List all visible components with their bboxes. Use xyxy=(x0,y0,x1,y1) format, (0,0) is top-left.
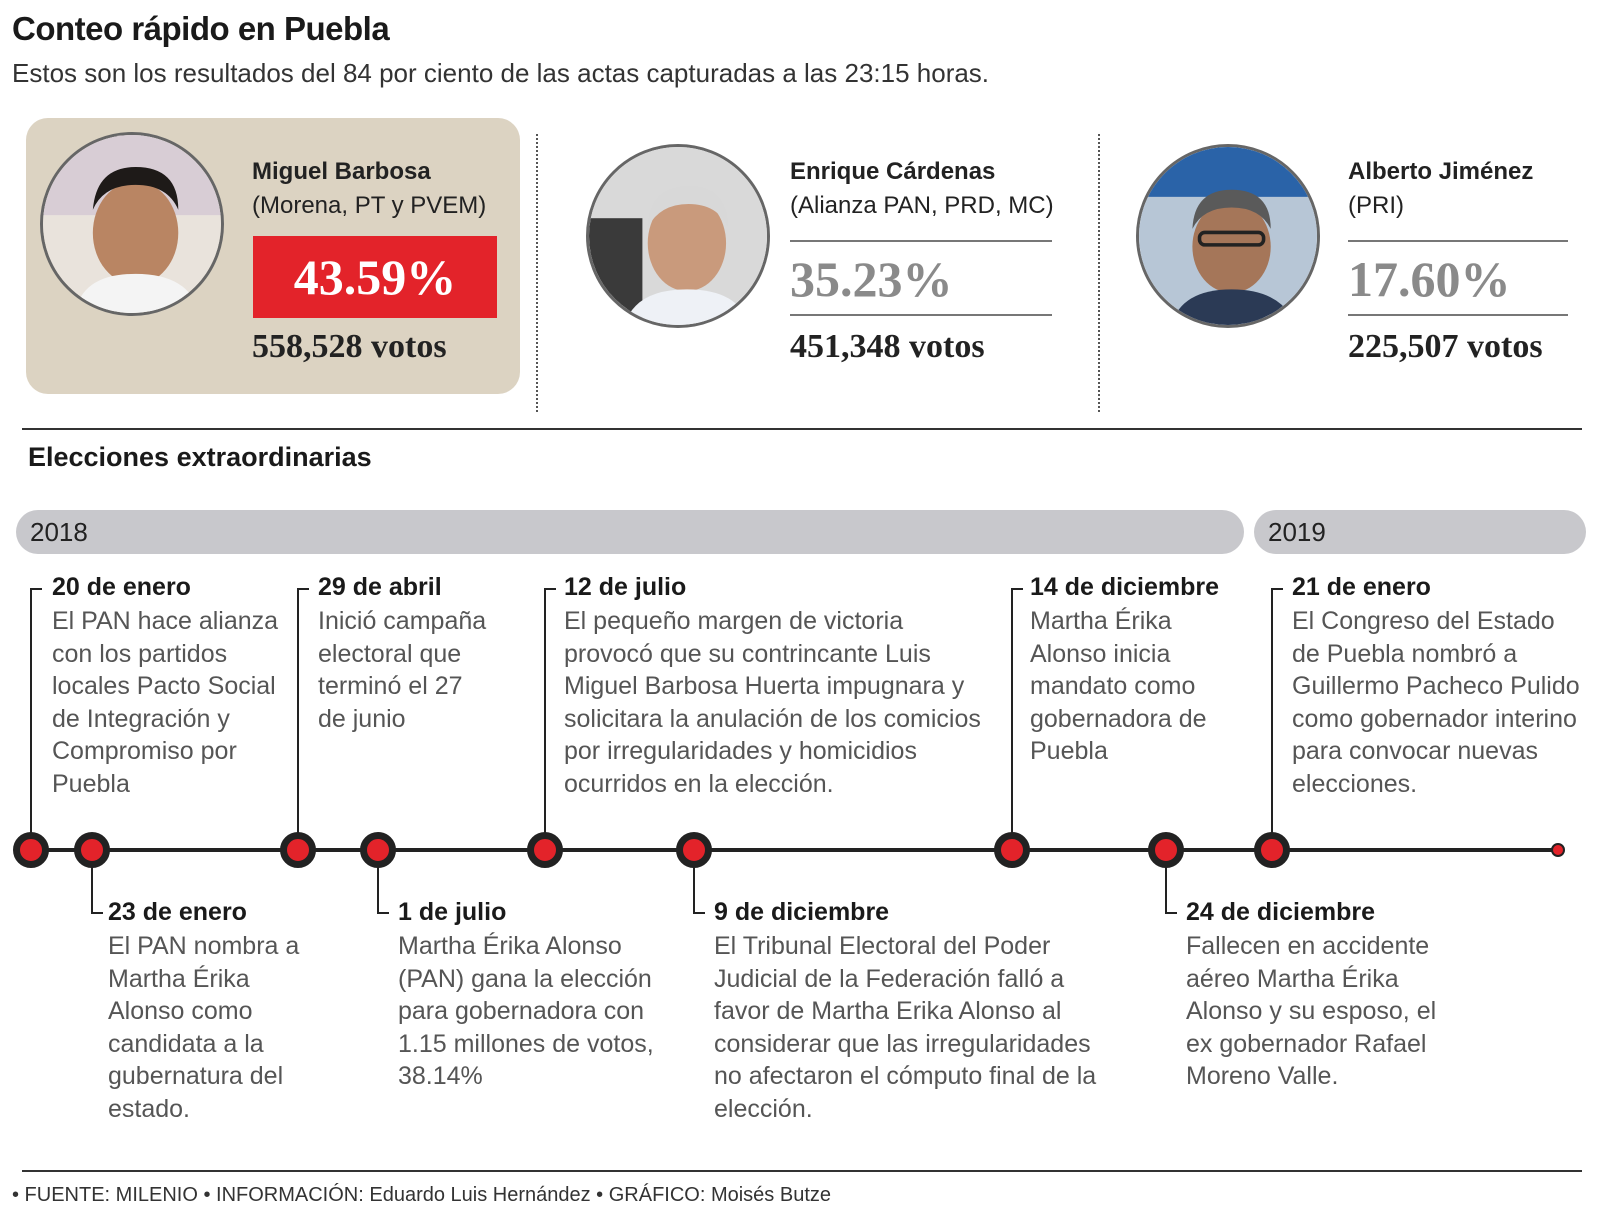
event-text: Inició campaña electoral que terminó el … xyxy=(318,607,487,733)
divider-line xyxy=(790,240,1052,242)
candidate-card-barbosa: Miguel Barbosa (Morena, PT y PVEM) 43.59… xyxy=(26,118,520,394)
event-text: El PAN hace alianza con los partidos loc… xyxy=(52,607,279,798)
timeline-axis xyxy=(30,848,1558,852)
timeline-dot xyxy=(1254,832,1290,868)
event-connector xyxy=(693,912,705,914)
candidate-card-cardenas: Enrique Cárdenas (Alianza PAN, PRD, MC) … xyxy=(540,118,1060,398)
event-connector xyxy=(377,866,379,914)
event-text: El pequeño margen de victoria provocó qu… xyxy=(564,607,981,798)
section-divider xyxy=(22,428,1582,430)
event-connector xyxy=(377,912,389,914)
candidate-name: Enrique Cárdenas xyxy=(790,158,996,185)
event-connector xyxy=(1165,866,1167,914)
candidate-party: (Alianza PAN, PRD, MC) xyxy=(790,192,1054,219)
event-text: Martha Érika Alonso (PAN) gana la elecci… xyxy=(398,932,654,1090)
event-connector xyxy=(91,912,103,914)
timeline-dot xyxy=(74,832,110,868)
event-connector xyxy=(1271,588,1273,834)
candidate-party: (PRI) xyxy=(1348,192,1404,219)
page-subtitle: Estos son los resultados del 84 por cien… xyxy=(12,58,990,88)
candidate-votes: 225,507 votos xyxy=(1348,328,1543,365)
timeline-title: Elecciones extraordinarias xyxy=(28,442,372,472)
event-connector xyxy=(30,588,42,590)
candidate-photo-cardenas xyxy=(586,144,770,328)
event-date: 9 de diciembre xyxy=(714,898,890,926)
divider-line xyxy=(790,314,1052,316)
event-date: 12 de julio xyxy=(564,573,687,601)
event-date: 1 de julio xyxy=(398,898,507,926)
event-text: Martha Érika Alonso inicia mandato como … xyxy=(1030,607,1207,765)
event-text: Fallecen en accidente aéreo Martha Érika… xyxy=(1186,932,1437,1090)
footer-credits: • FUENTE: MILENIO • INFORMACIÓN: Eduardo… xyxy=(12,1184,832,1206)
event-date: 23 de enero xyxy=(108,898,247,926)
event-connector xyxy=(30,588,32,834)
event-text: El PAN nombra a Martha Érika Alonso como… xyxy=(108,932,300,1123)
timeline-dot xyxy=(994,832,1030,868)
candidate-photo-barbosa xyxy=(40,132,224,316)
divider-line xyxy=(1348,314,1568,316)
candidate-percent: 43.59% xyxy=(253,236,497,318)
candidate-card-jimenez: Alberto Jiménez (PRI) 17.60% 225,507 vot… xyxy=(1096,118,1596,398)
event-date: 20 de enero xyxy=(52,573,191,601)
event-connector xyxy=(544,588,556,590)
event-text: El Tribunal Electoral del Poder Judicial… xyxy=(714,932,1097,1123)
candidate-separator xyxy=(1098,134,1100,412)
year-bar-2019: 2019 xyxy=(1254,510,1586,554)
candidate-percent: 35.23% xyxy=(790,251,953,307)
timeline-dot xyxy=(280,832,316,868)
candidate-votes: 558,528 votos xyxy=(252,328,447,365)
candidate-votes: 451,348 votos xyxy=(790,328,985,365)
event-connector xyxy=(1165,912,1177,914)
divider-line xyxy=(1348,240,1568,242)
event-date: 14 de diciembre xyxy=(1030,573,1219,601)
event-connector xyxy=(297,588,299,834)
event-connector xyxy=(1271,588,1283,590)
candidate-separator xyxy=(536,134,538,412)
event-connector xyxy=(91,866,93,914)
event-date: 21 de enero xyxy=(1292,573,1431,601)
candidate-photo-jimenez xyxy=(1136,144,1320,328)
event-connector xyxy=(297,588,309,590)
timeline-dot xyxy=(360,832,396,868)
timeline-dot xyxy=(676,832,712,868)
page-title: Conteo rápido en Puebla xyxy=(12,10,390,47)
candidate-percent: 17.60% xyxy=(1348,251,1511,307)
timeline-end-dot xyxy=(1551,843,1565,857)
event-connector xyxy=(544,588,546,834)
candidate-party: (Morena, PT y PVEM) xyxy=(252,192,487,219)
event-text: El Congreso del Estado de Puebla nombró … xyxy=(1292,607,1580,798)
candidate-name: Alberto Jiménez xyxy=(1348,158,1534,185)
timeline-dot xyxy=(527,832,563,868)
event-connector xyxy=(1011,588,1023,590)
footer-divider xyxy=(22,1170,1582,1172)
timeline-dot xyxy=(13,832,49,868)
event-connector xyxy=(1011,588,1013,834)
year-bar-2018: 2018 xyxy=(16,510,1244,554)
candidate-name: Miguel Barbosa xyxy=(252,158,431,185)
timeline-dot xyxy=(1148,832,1184,868)
event-connector xyxy=(693,866,695,914)
event-date: 29 de abril xyxy=(318,573,442,601)
event-date: 24 de diciembre xyxy=(1186,898,1375,926)
